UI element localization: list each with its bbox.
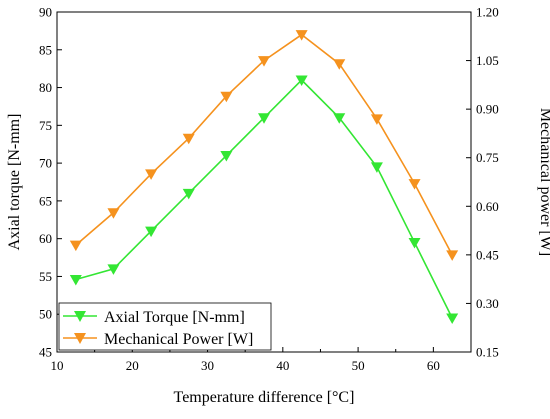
left-y-axis-label: Axial torque [N-mm] [6,114,23,251]
data-point-power [182,133,195,145]
data-point-power [295,30,308,41]
right-y-tick-label: 0.60 [476,199,499,214]
data-point-power [145,169,158,180]
data-point-torque [220,151,233,162]
data-point-power [446,250,459,261]
x-tick-label: 50 [352,358,365,373]
legend-marker-power [74,333,86,344]
left-y-tick-label: 75 [39,118,52,133]
right-y-tick-label: 0.45 [476,247,499,262]
legend-label-torque: Axial Torque [N-mm] [104,309,245,326]
legend-box [58,302,272,351]
data-point-torque [258,113,270,124]
left-y-tick-label: 65 [39,193,52,208]
left-y-tick-label: 45 [39,345,52,360]
data-point-power [333,59,346,70]
left-y-tick-label: 60 [39,231,52,246]
right-y-axis-label: Mechanical power [W] [537,108,550,256]
left-y-tick-label: 85 [39,42,52,57]
data-point-power [69,240,82,252]
data-point-power [370,114,383,125]
right-y-tick-label: 0.30 [476,296,499,311]
left-y-tick-label: 55 [39,269,52,284]
x-tick-label: 60 [427,358,440,373]
x-tick-label: 20 [126,358,139,373]
data-point-torque [182,188,195,200]
legend-marker-torque [74,311,86,322]
data-point-power [258,56,270,67]
x-tick-label: 10 [51,358,64,373]
left-y-tick-label: 70 [39,156,52,171]
right-y-tick-label: 0.75 [476,150,499,165]
data-point-torque [145,226,158,238]
data-point-torque [408,237,421,249]
right-y-tick-label: 0.90 [476,102,499,117]
x-axis-label: Temperature difference [°C] [174,389,355,406]
x-tick-label: 40 [276,358,289,373]
data-point-torque [446,313,459,324]
data-point-torque [69,274,82,286]
right-y-tick-label: 1.05 [476,53,499,68]
plot-frame [56,11,472,353]
data-point-power [220,91,233,103]
right-y-tick-label: 1.20 [476,5,499,20]
data-point-torque [370,162,383,173]
legend-label-power: Mechanical Power [W] [104,331,253,348]
data-point-power [107,208,120,219]
data-point-torque [333,113,346,124]
data-point-torque [107,264,120,275]
series-line-power [75,33,453,256]
legend: Axial Torque [N-mm] Mechanical Power [W] [58,302,272,351]
left-y-tick-label: 50 [39,307,52,322]
left-y-tick-label: 90 [39,5,52,20]
x-tick-label: 30 [201,358,214,373]
left-y-tick-label: 80 [39,80,52,95]
data-point-power [408,179,421,190]
data-point-torque [295,75,308,86]
right-y-tick-label: 0.15 [476,345,499,360]
